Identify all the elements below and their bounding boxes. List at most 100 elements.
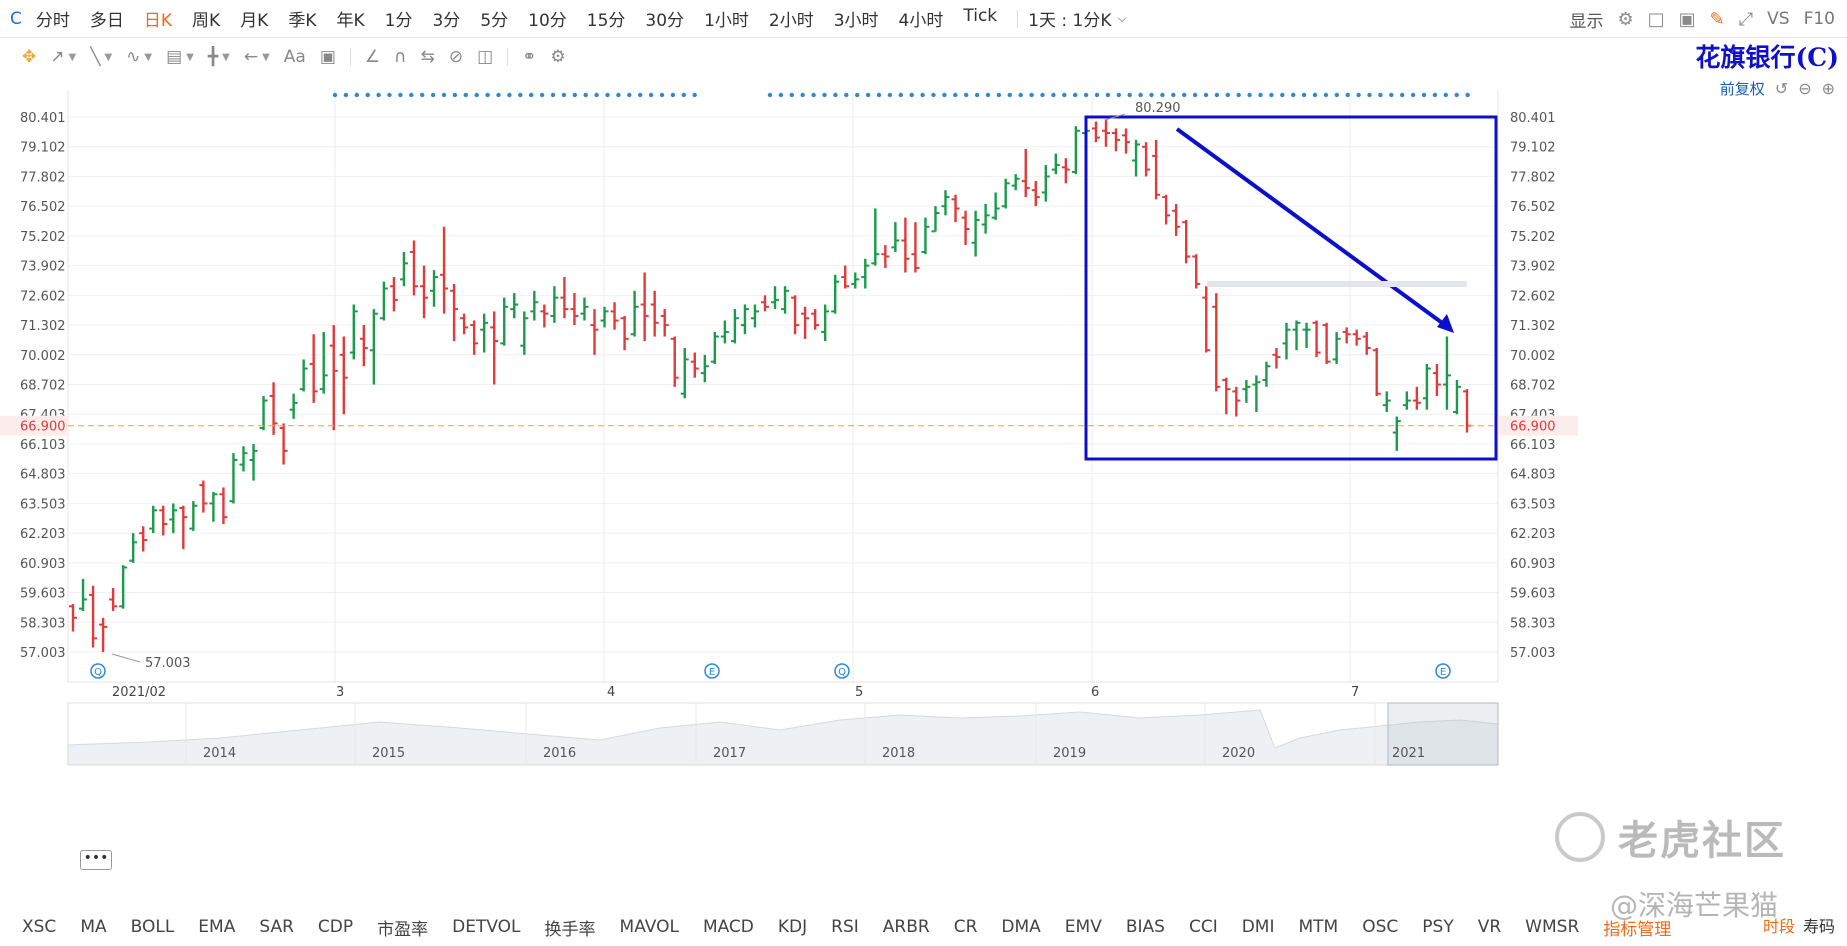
indicator-tab[interactable]: MAVOL [619, 917, 679, 937]
indicator-tab[interactable]: BOLL [130, 917, 175, 937]
adjust-select[interactable]: 前复权 [1719, 80, 1765, 98]
polyline-tool-icon[interactable]: ╲ [90, 47, 101, 67]
indicator-tab[interactable]: 换手率 [544, 919, 596, 940]
indicator-tab[interactable]: CCI [1188, 917, 1218, 937]
period-tab[interactable]: 3小时 [833, 11, 879, 31]
line-tool-icon[interactable]: ↗ [50, 47, 65, 67]
indicator-tab[interactable]: 指标管理 [1603, 919, 1672, 940]
indicator-tab[interactable]: ARBR [882, 917, 930, 937]
marker-dot [974, 92, 980, 98]
period-tab[interactable]: 4小时 [898, 11, 944, 31]
tool-settings-icon[interactable]: ⚙ [550, 47, 566, 67]
chevron-down-icon[interactable]: ▼ [144, 51, 153, 63]
indicator-tab[interactable]: EMA [198, 917, 236, 937]
period-tab[interactable]: 5分 [480, 11, 509, 31]
display-select[interactable]: 显示 [1569, 11, 1604, 32]
symbol-label[interactable]: C [10, 8, 22, 29]
indicator-tab[interactable]: OSC [1362, 917, 1399, 937]
fullscreen-icon[interactable]: ⤢ [1738, 8, 1754, 30]
indicator-tab[interactable]: CDP [317, 917, 354, 937]
current-price-tag-right [1498, 415, 1578, 436]
marker-dot [1051, 92, 1056, 98]
range-select[interactable]: 1天 : 1分K [1028, 11, 1112, 31]
pencil-icon[interactable]: ✎ [1709, 8, 1725, 30]
zoom-in-icon[interactable]: ⊕ [1821, 79, 1835, 98]
hide-icon[interactable]: ⊘ [448, 47, 464, 67]
indicator-tab[interactable]: PSY [1422, 917, 1454, 937]
chevron-down-icon[interactable]: ▼ [68, 51, 77, 63]
marker-dot [616, 92, 621, 98]
chevron-down-icon[interactable]: ▼ [186, 51, 194, 63]
period-tab[interactable]: 30分 [645, 11, 685, 31]
period-tab[interactable]: 分时 [35, 11, 70, 31]
period-tab[interactable]: 1分 [384, 11, 413, 31]
square-icon[interactable]: □ [1647, 8, 1665, 30]
event-marker [1435, 663, 1451, 679]
ohlc-bars [69, 119, 1471, 653]
period-tab[interactable]: 年K [336, 11, 365, 31]
ohlc-bar [359, 325, 368, 367]
indicator-tab[interactable]: VR [1477, 917, 1502, 937]
period-tab[interactable]: 2小时 [768, 11, 814, 31]
period-tab[interactable]: 月K [240, 11, 269, 31]
ohlc-bar [1452, 379, 1461, 415]
channel-tool-icon[interactable]: ▤ [166, 47, 183, 67]
period-tab[interactable]: Tick [963, 6, 998, 26]
indicator-tab[interactable]: DMI [1241, 917, 1275, 937]
compare-button[interactable]: VS [1767, 9, 1790, 29]
period-tab[interactable]: 3分 [432, 11, 461, 31]
indicator-tab[interactable]: DMA [1001, 917, 1041, 937]
indicator-tab[interactable]: WMSR [1525, 917, 1580, 937]
indicator-tab[interactable]: MACD [702, 917, 754, 937]
comment-tool-icon[interactable]: ▣ [319, 47, 336, 67]
period-tab[interactable]: 日K [143, 11, 173, 31]
more-button[interactable]: ••• [80, 850, 112, 870]
indicator-tab[interactable]: XSC [22, 917, 57, 937]
magnet-icon[interactable]: ∩ [394, 47, 407, 67]
angle-tool-icon[interactable]: ∠ [364, 47, 381, 67]
arrow-tool-icon[interactable]: ← [243, 47, 259, 67]
reset-icon[interactable]: ↺ [1774, 79, 1789, 98]
move-icon[interactable]: ✥ [22, 47, 37, 67]
trash-icon[interactable]: ◫ [477, 47, 494, 67]
text-tool-icon[interactable]: Aa [283, 47, 306, 67]
indicator-tab[interactable]: KDJ [777, 917, 808, 937]
marker-dot [1345, 92, 1350, 98]
indicator-tab[interactable]: MA [80, 917, 107, 937]
period-tab[interactable]: 季K [288, 11, 317, 31]
period-tab[interactable]: 多日 [89, 11, 124, 31]
zoom-out-icon[interactable]: ⊖ [1798, 79, 1812, 98]
period-tab[interactable]: 10分 [528, 11, 567, 31]
indicator-tab[interactable]: 市盈率 [377, 919, 429, 940]
ohlc-bar [1152, 139, 1161, 200]
watermark-handle: @深海芒果猫 [1610, 889, 1779, 922]
period-tab[interactable]: 15分 [586, 11, 626, 31]
indicator-tab[interactable]: SAR [259, 917, 294, 937]
settings-icon[interactable]: ⚙ [1617, 8, 1634, 30]
period-tab[interactable]: 1小时 [704, 11, 749, 31]
indicator-tab[interactable]: CR [953, 917, 978, 937]
ohlc-bar [530, 290, 539, 321]
marker-dot [1160, 92, 1165, 98]
chip-select[interactable]: 寿码 [1802, 917, 1835, 936]
indicator-tab[interactable]: RSI [831, 917, 859, 937]
chevron-down-icon[interactable]: ▼ [262, 51, 270, 63]
ohlc-bar [831, 274, 840, 314]
f10-button[interactable]: F10 [1803, 9, 1835, 29]
indicator-tab[interactable]: DETVOL [452, 917, 521, 937]
measure-tool-icon[interactable]: ╋ [207, 47, 219, 67]
period-tab[interactable]: 周K [192, 11, 221, 31]
wave-tool-icon[interactable]: ∿ [126, 47, 141, 67]
indicator-tab[interactable]: MTM [1298, 917, 1339, 937]
link-icon[interactable]: ⚭ [522, 47, 537, 67]
indicator-tab[interactable]: BIAS [1125, 917, 1165, 937]
indicator-tab[interactable]: EMV [1064, 917, 1102, 937]
marker-dot [627, 92, 632, 98]
camera-icon[interactable]: ▣ [1678, 8, 1696, 30]
sync-icon[interactable]: ⇆ [420, 47, 435, 67]
chevron-down-icon[interactable]: ⌵ [1117, 11, 1127, 25]
chevron-down-icon[interactable]: ▼ [104, 51, 113, 63]
chevron-down-icon[interactable]: ▼ [222, 51, 230, 63]
period-select[interactable]: 时段 [1762, 917, 1795, 936]
